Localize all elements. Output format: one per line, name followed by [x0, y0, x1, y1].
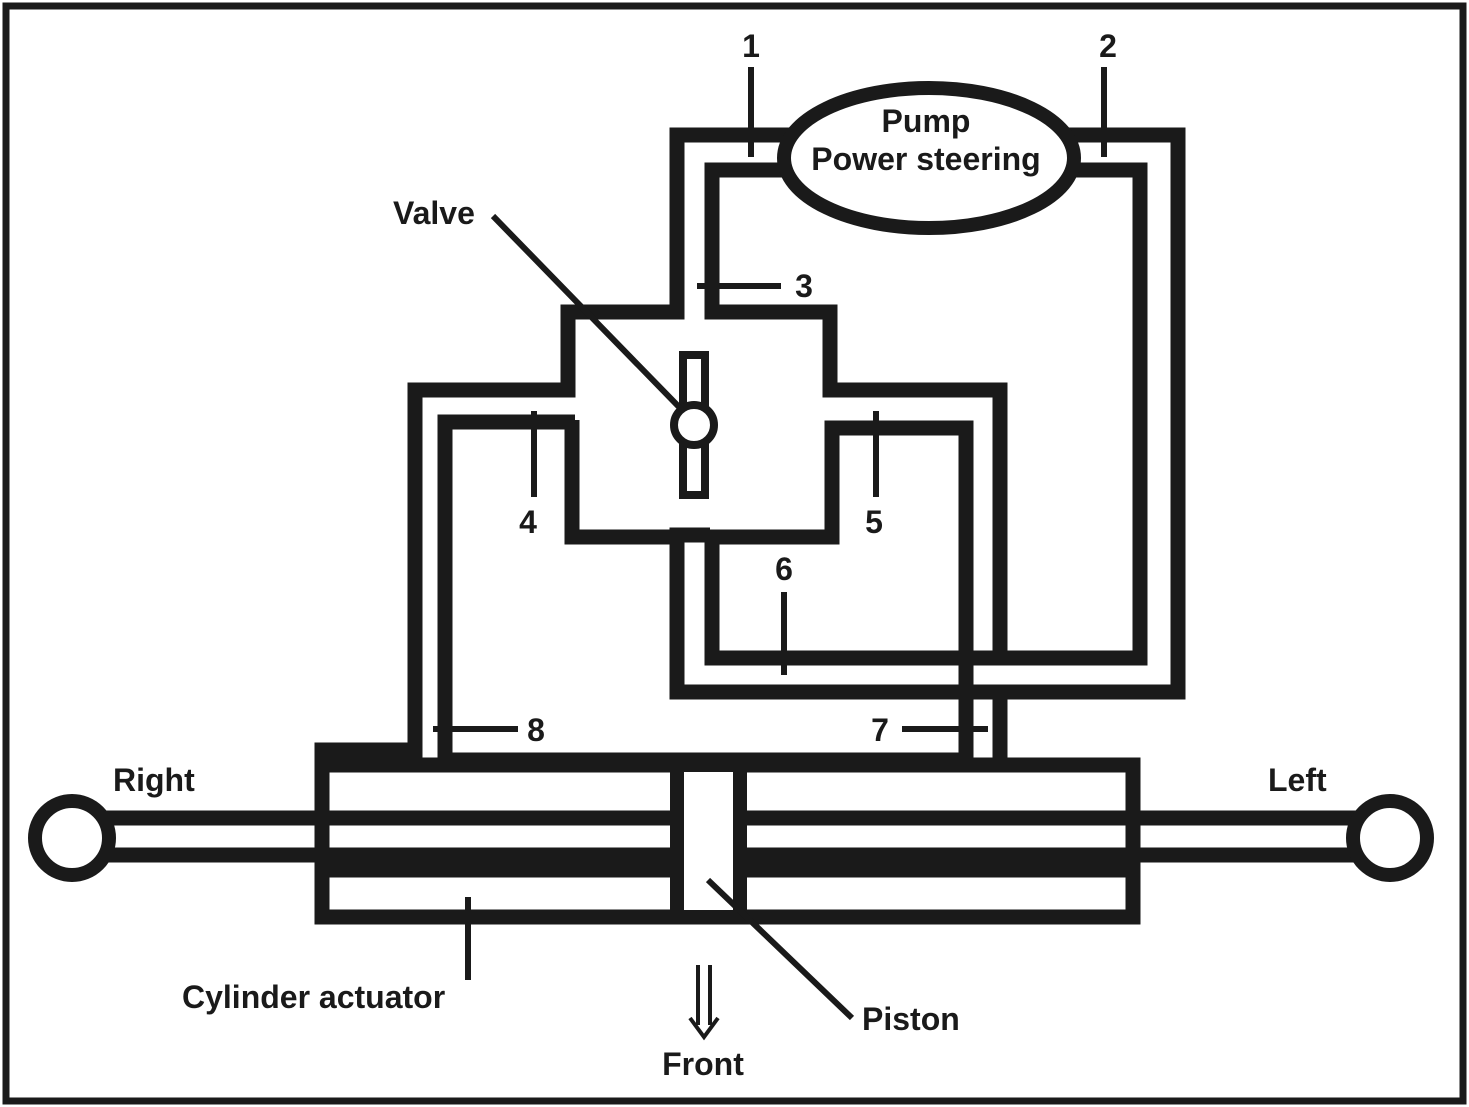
left-label: Left	[1268, 762, 1327, 798]
valve-leader-line	[490, 213, 685, 413]
pump-sublabel: Power steering	[811, 141, 1040, 177]
marker-8-label: 8	[527, 712, 545, 748]
front-label: Front	[662, 1046, 744, 1082]
right-label: Right	[113, 762, 195, 798]
piston-leader-line	[705, 877, 855, 1021]
marker-6-label: 6	[775, 551, 793, 587]
front-arrow-icon	[688, 965, 720, 1041]
inner-left-pipe	[704, 162, 1008, 655]
marker-4-label: 4	[519, 504, 537, 540]
marker-5-label: 5	[865, 504, 883, 540]
valve-label: Valve	[393, 195, 475, 231]
marker-3-label: 3	[795, 268, 813, 304]
valve-port-left-inner	[564, 420, 677, 545]
marker-1-label: 1	[742, 28, 760, 64]
rack-rod-right	[740, 810, 1390, 863]
left-tie-rod-end	[1346, 794, 1434, 882]
valve-pivot	[670, 401, 718, 449]
right-tie-rod-end	[28, 794, 116, 882]
marker-2-label: 2	[1099, 28, 1117, 64]
outer-supply-pipe	[669, 127, 1186, 700]
outer-return-pipe	[314, 127, 800, 812]
rack-rod-left	[72, 810, 677, 863]
pump-label: Pump	[882, 103, 971, 139]
piston	[670, 758, 747, 924]
cylinder-actuator-label: Cylinder actuator	[182, 979, 445, 1015]
marker-7-label: 7	[871, 712, 889, 748]
cylinder-left-feed	[992, 692, 1141, 812]
pump-body	[777, 81, 1081, 235]
piston-label: Piston	[862, 1001, 960, 1037]
inner-right-pipe	[704, 162, 1148, 760]
